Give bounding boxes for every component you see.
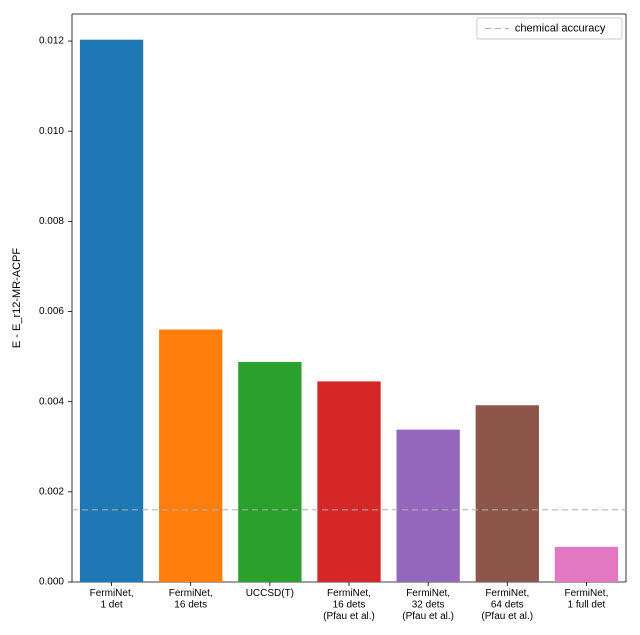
x-tick-label: 32 dets (412, 600, 445, 611)
legend-label: chemical accuracy (515, 22, 606, 34)
x-tick-label: 1 det (100, 600, 122, 611)
x-tick-label: (Pfau et al.) (402, 611, 454, 622)
x-tick-label: 64 dets (491, 600, 524, 611)
y-tick-label: 0.006 (39, 306, 64, 317)
bar (396, 430, 459, 582)
x-tick-label: FermiNet, (406, 588, 450, 599)
bar (476, 405, 539, 582)
x-tick-label: (Pfau et al.) (323, 611, 375, 622)
x-tick-label: (Pfau et al.) (481, 611, 533, 622)
bar (80, 40, 143, 582)
bar-chart: 0.000 0.002 0.004 0.006 0.008 0.010 0.012 E - E… (0, 0, 640, 635)
bar (159, 330, 222, 582)
x-tick-label: FermiNet, (327, 588, 371, 599)
y-tick-label: 0.000 (39, 577, 64, 588)
bar (555, 547, 618, 582)
bar (317, 381, 380, 582)
x-tick-label: FermiNet, (169, 588, 213, 599)
chart-container: 0.000 0.002 0.004 0.006 0.008 0.010 0.012 E - E… (0, 0, 640, 635)
x-tick-label: 1 full det (568, 600, 606, 611)
y-axis-label: E - E_r12-MR-ACPF (11, 248, 23, 349)
x-tick-label: FermiNet, (485, 588, 529, 599)
x-tick-label: 16 dets (333, 600, 366, 611)
bar (238, 362, 301, 582)
x-tick-label: FermiNet, (90, 588, 134, 599)
y-tick-label: 0.010 (39, 126, 64, 137)
y-tick-label: 0.004 (39, 396, 64, 407)
x-tick-label: UCCSD(T) (246, 588, 294, 599)
y-tick-label: 0.002 (39, 486, 64, 497)
x-tick-label: 16 dets (174, 600, 207, 611)
y-tick-label: 0.012 (39, 36, 64, 47)
y-tick-label: 0.008 (39, 216, 64, 227)
x-tick-label: FermiNet, (564, 588, 608, 599)
